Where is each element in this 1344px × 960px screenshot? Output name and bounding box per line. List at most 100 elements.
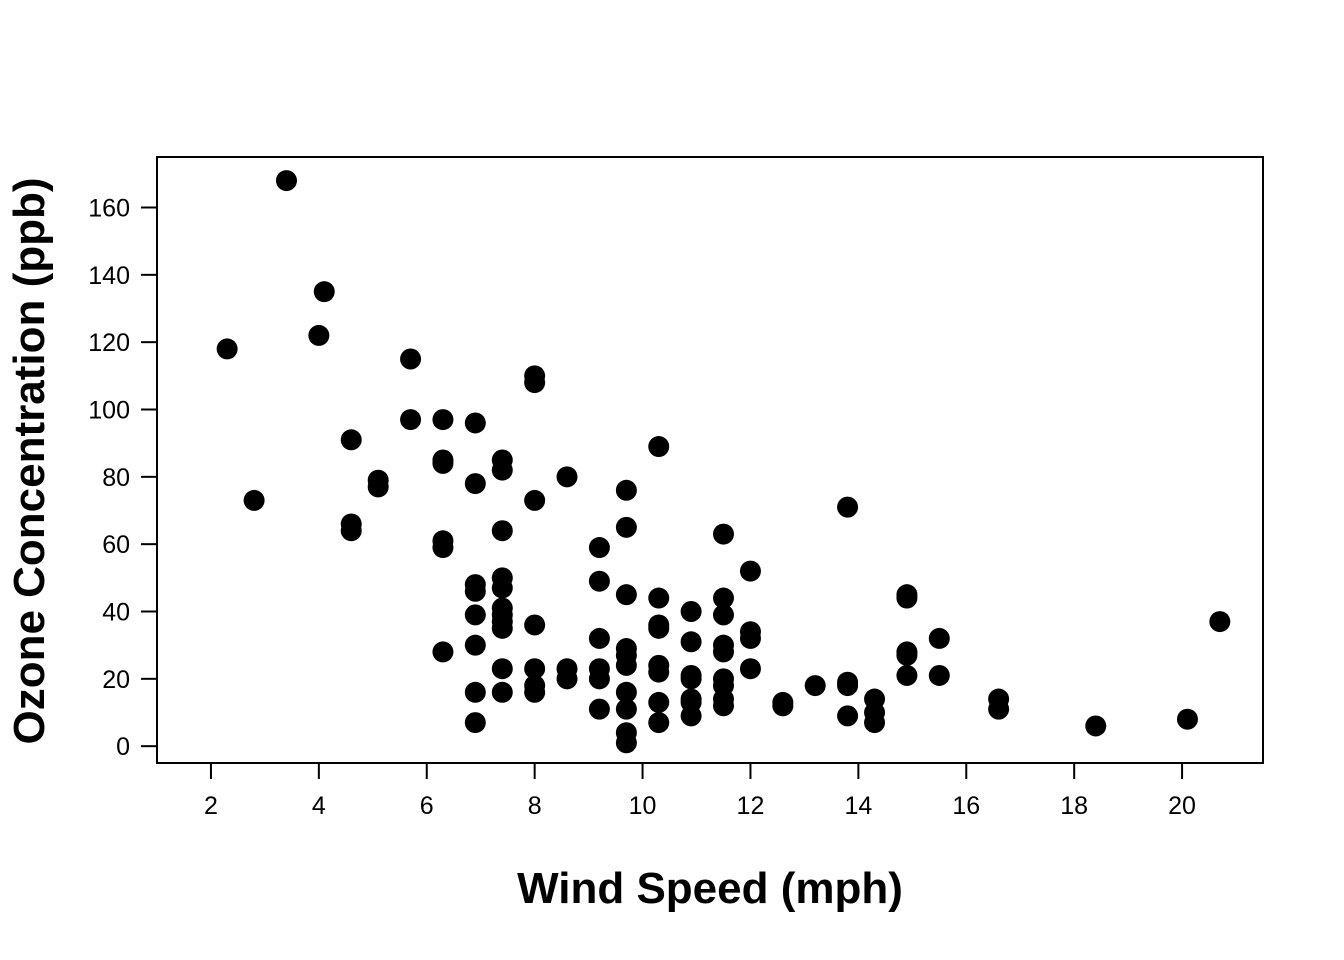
data-point (712, 695, 734, 717)
x-tick-label: 16 (952, 792, 980, 820)
data-point (491, 459, 513, 481)
data-point (615, 584, 637, 606)
data-point (588, 698, 610, 720)
data-point (400, 348, 422, 370)
data-point (864, 712, 886, 734)
data-point (524, 614, 546, 636)
data-point (739, 658, 761, 680)
x-tick-label: 18 (1060, 792, 1088, 820)
data-point (988, 698, 1010, 720)
x-tick-label: 20 (1168, 792, 1196, 820)
data-point (491, 520, 513, 542)
data-point (712, 604, 734, 626)
x-tick-label: 4 (312, 792, 326, 820)
y-tick-label: 60 (102, 531, 130, 559)
data-point (928, 627, 950, 649)
data-point (491, 577, 513, 599)
data-point (648, 691, 670, 713)
data-point (615, 732, 637, 754)
data-point (432, 537, 454, 559)
y-tick-label: 20 (102, 666, 130, 694)
data-point (1176, 708, 1198, 730)
y-tick-label: 160 (88, 195, 130, 223)
data-point (464, 712, 486, 734)
data-point (712, 641, 734, 663)
data-point (432, 409, 454, 431)
x-tick-label: 10 (629, 792, 657, 820)
data-point (588, 570, 610, 592)
y-axis-title: Ozone Concentration (ppb) (5, 177, 54, 744)
y-axis: 0 20 40 60 80 100 120 140 160 (88, 195, 158, 761)
data-point (1085, 715, 1107, 737)
data-point (308, 324, 330, 346)
data-point (680, 631, 702, 653)
data-point (464, 580, 486, 602)
data-point (243, 489, 265, 511)
data-point (340, 429, 362, 451)
data-point (837, 705, 859, 727)
data-point (615, 516, 637, 538)
data-point (491, 681, 513, 703)
data-point (588, 627, 610, 649)
x-tick-label: 8 (528, 792, 542, 820)
data-point (432, 452, 454, 474)
data-point (313, 281, 335, 303)
data-point (340, 520, 362, 542)
data-points (216, 170, 1231, 754)
data-point (588, 537, 610, 559)
data-point (491, 617, 513, 639)
data-point (588, 668, 610, 690)
y-tick-label: 100 (88, 397, 130, 425)
data-point (367, 476, 389, 498)
data-point (464, 412, 486, 434)
data-point (680, 601, 702, 622)
y-tick-label: 0 (116, 733, 130, 761)
data-point (615, 681, 637, 703)
x-tick-label: 14 (844, 792, 872, 820)
data-point (648, 712, 670, 734)
data-point (837, 675, 859, 697)
data-point (772, 695, 794, 717)
data-point (739, 627, 761, 649)
data-point (896, 644, 918, 666)
data-point (712, 523, 734, 545)
data-point (615, 654, 637, 676)
data-point (524, 681, 546, 703)
data-point (648, 617, 670, 639)
data-point (648, 436, 670, 458)
data-point (837, 496, 859, 518)
data-point (615, 479, 637, 501)
data-point (216, 338, 238, 360)
data-point (464, 604, 486, 626)
data-point (896, 587, 918, 609)
data-point (680, 668, 702, 690)
y-tick-label: 140 (88, 262, 130, 290)
y-tick-label: 40 (102, 599, 130, 627)
x-axis: 2 4 6 8 10 12 14 16 18 20 (204, 762, 1196, 820)
x-tick-label: 6 (420, 792, 434, 820)
data-point (464, 681, 486, 703)
data-point (615, 698, 637, 720)
x-tick-label: 12 (737, 792, 765, 820)
data-point (739, 560, 761, 582)
data-point (432, 641, 454, 663)
data-point (464, 634, 486, 656)
y-tick-label: 120 (88, 329, 130, 357)
data-point (804, 675, 826, 697)
data-point (524, 489, 546, 511)
data-point (275, 170, 297, 192)
data-point (400, 409, 422, 431)
data-point (491, 658, 513, 680)
y-tick-label: 80 (102, 464, 130, 492)
data-point (464, 473, 486, 495)
data-point (648, 587, 670, 609)
data-point (680, 705, 702, 727)
x-axis-title: Wind Speed (mph) (517, 864, 903, 913)
data-point (896, 664, 918, 686)
data-point (556, 668, 578, 690)
data-point (928, 664, 950, 686)
data-point (556, 466, 578, 488)
data-point (712, 587, 734, 609)
data-point (524, 658, 546, 680)
